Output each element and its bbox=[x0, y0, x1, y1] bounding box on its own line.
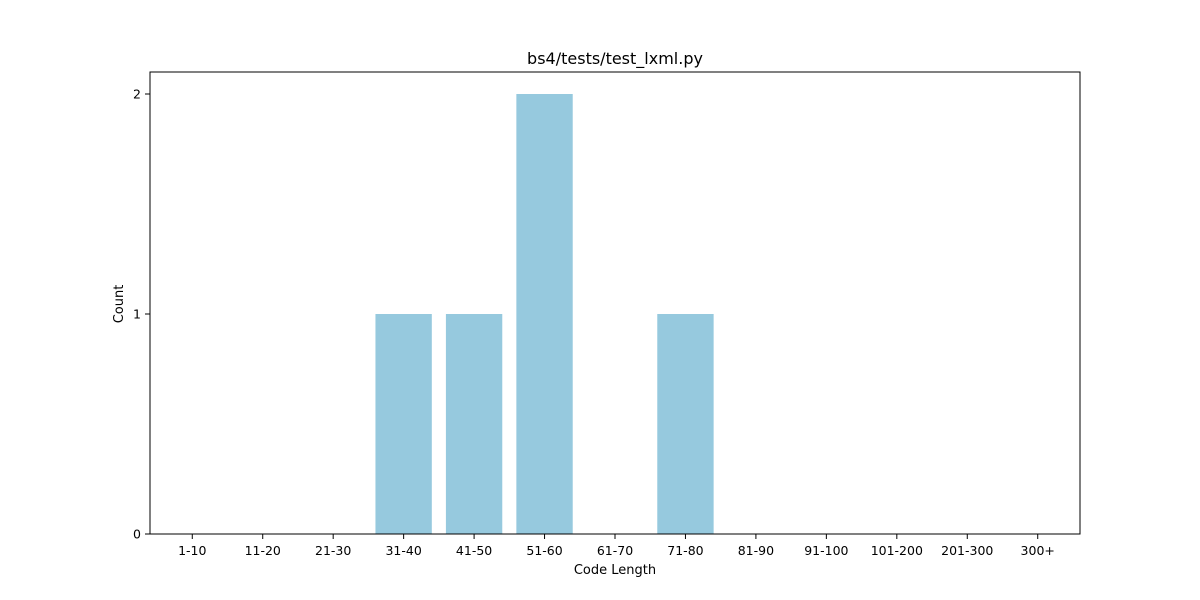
x-tick-label: 81-90 bbox=[738, 543, 774, 558]
y-tick-label: 0 bbox=[133, 527, 141, 542]
x-axis-ticks: 1-10 11-20 21-30 31-40 41-50 51-60 61-70 71-80 8… bbox=[178, 534, 1055, 558]
x-tick-label: 71-80 bbox=[667, 543, 703, 558]
x-tick-label: 61-70 bbox=[597, 543, 633, 558]
x-tick-label: 1-10 bbox=[178, 543, 206, 558]
x-tick-label: 201-300 bbox=[941, 543, 993, 558]
y-axis-ticks: 0 1 2 bbox=[133, 87, 150, 542]
y-tick-label: 1 bbox=[133, 307, 141, 322]
bar-71-80 bbox=[657, 314, 714, 534]
y-tick-label: 2 bbox=[133, 87, 141, 102]
y-axis-label: Count bbox=[112, 285, 127, 324]
x-tick-label: 31-40 bbox=[385, 543, 421, 558]
x-tick-label: 101-200 bbox=[871, 543, 923, 558]
bar-31-40 bbox=[375, 314, 432, 534]
x-tick-label: 51-60 bbox=[526, 543, 562, 558]
x-axis-label: Code Length bbox=[574, 563, 656, 578]
x-tick-label: 21-30 bbox=[315, 543, 351, 558]
bar-41-50 bbox=[445, 314, 503, 534]
x-tick-label: 91-100 bbox=[804, 543, 848, 558]
bar-51-60 bbox=[516, 94, 573, 534]
x-tick-label: 11-20 bbox=[245, 543, 281, 558]
chart-title: bs4/tests/test_lxml.py bbox=[527, 49, 703, 69]
x-tick-label: 41-50 bbox=[456, 543, 492, 558]
plot-frame bbox=[149, 71, 1081, 535]
x-tick-label: 300+ bbox=[1021, 543, 1055, 558]
bars-group bbox=[375, 94, 714, 534]
